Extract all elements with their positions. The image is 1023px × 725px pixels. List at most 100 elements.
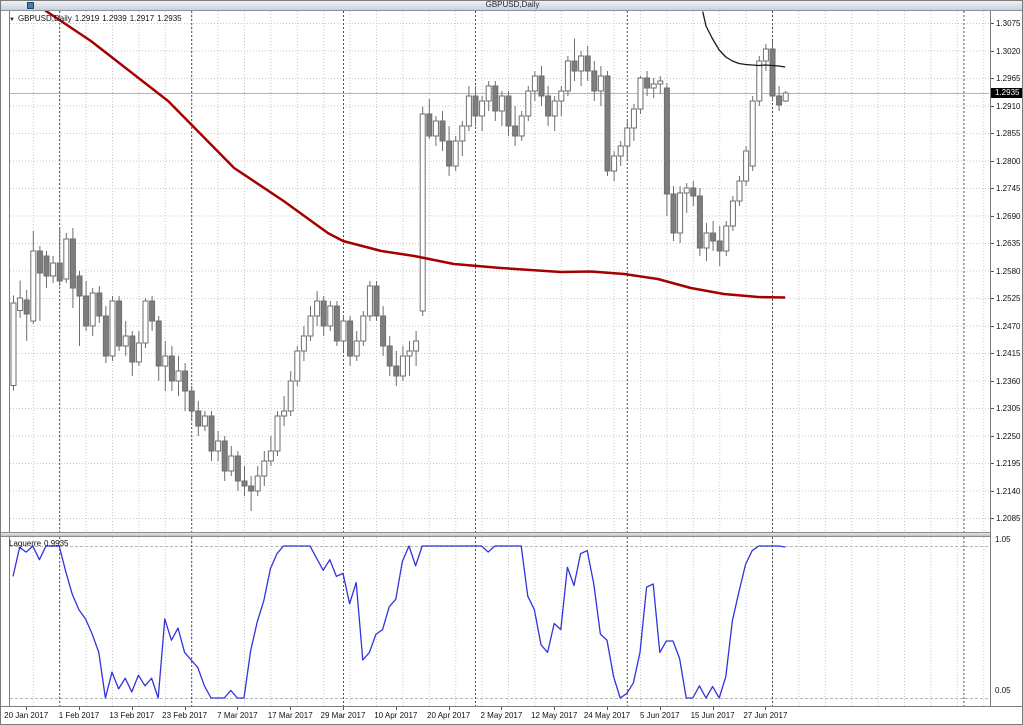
candle (505, 95, 512, 127)
candle (756, 60, 763, 102)
price-axis[interactable]: 1.2935 1.05 0.05 1.3075 1.3020 1.2965 1.291… (990, 11, 1022, 706)
time-axis-tick (26, 707, 28, 710)
candle (248, 485, 255, 492)
candle (617, 145, 624, 157)
candle (531, 75, 538, 92)
price-axis-tick (991, 325, 994, 327)
candle (657, 80, 664, 85)
time-axis-tick (131, 707, 133, 710)
date-tick-label: 12 May 2017 (531, 711, 578, 720)
candle (208, 415, 215, 452)
candle (690, 187, 697, 197)
candle (56, 262, 63, 282)
candle (413, 340, 420, 352)
red-moving-average-line (44, 11, 786, 299)
candle (564, 60, 571, 92)
candle (149, 300, 156, 322)
price-chart-pane[interactable] (1, 11, 990, 532)
date-tick-label: 27 Jun 2017 (743, 711, 788, 720)
indicator-axis-min-label: 0.05 (995, 686, 1011, 695)
candle (439, 120, 446, 142)
candle (492, 85, 499, 112)
price-tick-label: 1.2580 (996, 266, 1021, 276)
candle (558, 90, 565, 102)
candle (644, 77, 651, 89)
candle (769, 48, 776, 97)
candle (122, 335, 129, 347)
candle (135, 342, 142, 363)
candle (261, 460, 268, 477)
price-tick-label: 1.2800 (996, 156, 1021, 166)
black-moving-average-line (702, 11, 786, 68)
price-tick-label: 1.2745 (996, 184, 1021, 193)
price-tick-label: 1.3020 (996, 46, 1021, 56)
candle (459, 125, 466, 142)
price-axis-tick (991, 160, 994, 162)
candle (729, 200, 736, 227)
date-tick-label: 20 Jan 2017 (4, 711, 49, 720)
time-axis-tick (501, 707, 503, 710)
price-axis-tick (991, 188, 994, 189)
candle (333, 305, 340, 342)
price-axis-tick (991, 408, 994, 409)
price-grid-layer (10, 23, 989, 519)
price-axis-tick (991, 78, 994, 79)
symbol-label: GBPUSD,Daily (17, 14, 72, 23)
candles-layer (10, 38, 789, 511)
candle (584, 55, 591, 72)
time-axis-tick (765, 707, 767, 710)
candle (155, 320, 162, 367)
price-axis-tick (991, 215, 994, 217)
price-tick-label: 1.2250 (996, 431, 1021, 441)
candle (50, 262, 57, 277)
candle (426, 113, 433, 137)
candle (23, 299, 30, 315)
price-tick-label: 1.2855 (996, 129, 1021, 138)
candle (241, 480, 248, 487)
candle (465, 95, 472, 127)
pane-splitter[interactable] (1, 532, 1022, 537)
candle (83, 295, 90, 327)
candle (76, 275, 83, 297)
candle (314, 300, 321, 317)
price-tick-label: 1.2635 (996, 239, 1021, 248)
window-titlebar[interactable]: GBPUSD,Daily (1, 0, 1022, 11)
candle (399, 355, 406, 377)
time-axis-tick (237, 707, 239, 710)
candle (195, 410, 202, 427)
candle (538, 75, 545, 97)
candle (485, 85, 492, 102)
time-axis-tick (554, 707, 556, 710)
candle (267, 450, 274, 462)
candle (611, 155, 618, 172)
time-axis[interactable]: 20 Jan 2017 1 Feb 2017 13 Feb 2017 23 Feb 2… (1, 706, 1022, 724)
candle (518, 115, 525, 137)
time-axis-tick (395, 707, 397, 710)
laguerre-line (12, 545, 786, 699)
indicator-pane[interactable] (1, 537, 990, 706)
candle (274, 415, 281, 452)
candle (182, 370, 189, 392)
price-tick-label: 1.2470 (996, 321, 1021, 331)
symbol-ohlc-readout: ▼ GBPUSD,Daily 1.2919 1.2939 1.2917 1.2935 (9, 14, 185, 23)
low-value: 1.2917 (129, 14, 155, 23)
laguerre-canvas[interactable] (1, 537, 990, 706)
candle (228, 455, 235, 472)
candle (696, 195, 703, 249)
candle (109, 300, 116, 357)
candle (30, 250, 37, 322)
date-tick-label: 15 Jun 2017 (690, 711, 735, 720)
window-title: GBPUSD,Daily (485, 0, 540, 9)
candle (96, 292, 103, 317)
time-axis-tick (290, 707, 292, 710)
candle (512, 125, 519, 137)
time-axis-tick (448, 707, 450, 710)
candle (591, 70, 598, 92)
price-axis-tick (991, 243, 994, 244)
candlestick-canvas[interactable] (1, 11, 990, 532)
price-axis-tick (991, 490, 994, 492)
price-tick-label: 1.2360 (996, 376, 1021, 386)
candle (650, 83, 657, 89)
current-price-badge: 1.2935 (991, 88, 1022, 98)
